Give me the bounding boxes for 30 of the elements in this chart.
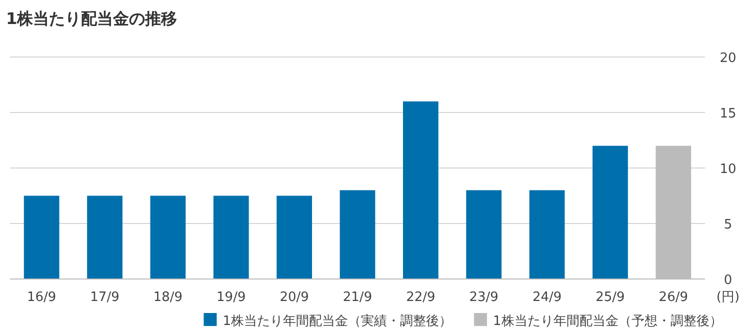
x-tick-label: 16/9 [26, 290, 56, 305]
x-tick-label: 21/9 [342, 290, 372, 305]
bar [24, 196, 60, 279]
y-tick-label: 15 [720, 106, 736, 122]
x-tick-label: 19/9 [216, 290, 246, 305]
y-axis-title: (円) [716, 290, 740, 305]
x-tick-label: 22/9 [406, 290, 436, 305]
x-tick-label: 25/9 [596, 290, 625, 305]
bar [592, 146, 628, 279]
y-tick-label: 10 [720, 162, 736, 177]
x-tick-label: 17/9 [90, 290, 120, 305]
bar [466, 190, 502, 279]
bar [150, 196, 186, 279]
x-tick-label: 24/9 [532, 290, 562, 305]
bar [402, 101, 438, 279]
x-tick-label: 26/9 [658, 290, 688, 305]
bar [340, 190, 376, 279]
x-tick-label: 18/9 [153, 290, 183, 305]
x-tick-label: 23/9 [469, 290, 498, 305]
legend-label: 1株当たり年間配当金（実績・調整後） [222, 313, 452, 329]
x-tick-label: 20/9 [280, 290, 309, 305]
y-tick-label: 0 [724, 273, 732, 288]
y-tick-label: 20 [720, 51, 736, 66]
chart-title: 1株当たり配当金の推移 [6, 9, 178, 28]
bar [529, 190, 565, 279]
y-tick-label: 5 [724, 218, 732, 232]
bar [276, 196, 312, 279]
bar [213, 196, 249, 279]
bar [87, 196, 122, 279]
legend-label: 1株当たり年間配当金（予想・調整後） [493, 314, 722, 329]
